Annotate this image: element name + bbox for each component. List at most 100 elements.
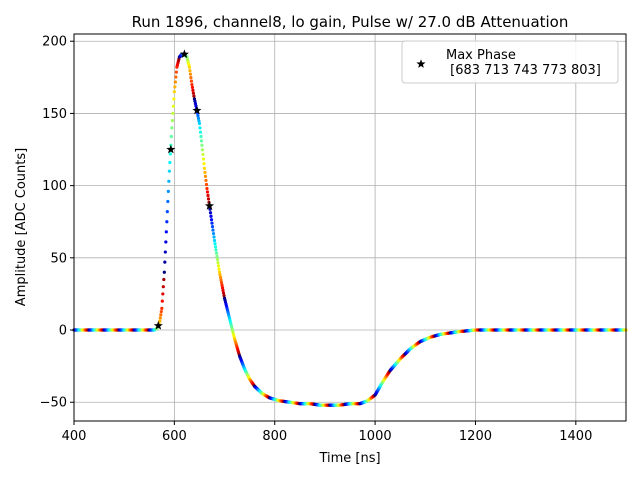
waveform-point [158,316,162,320]
waveform-point [192,94,196,98]
waveform-point [159,313,163,317]
waveform-point [165,220,169,224]
waveform-point [166,189,170,193]
legend-star-icon [416,59,426,68]
waveform-point [159,309,163,314]
y-tick-label: 0 [59,324,67,339]
waveform-point [200,148,205,152]
waveform-point [220,286,225,290]
waveform-point [215,257,220,262]
waveform-point [205,190,210,194]
waveform-point [218,275,223,280]
waveform-point [168,152,172,156]
max-phase-marker [166,144,176,154]
legend: Max Phase [683 713 743 773 803] [401,40,619,84]
waveform-point [221,288,225,293]
waveform-point [191,91,196,95]
x-tick-label: 800 [262,429,287,444]
waveform-point [166,199,170,204]
plot-frame [73,33,627,422]
waveform-point [204,178,208,183]
waveform-point [220,283,224,287]
waveform-point [213,245,218,249]
waveform-point [170,119,174,123]
waveform-point [202,162,206,166]
waveform-point [209,214,213,218]
waveform-point [190,82,194,87]
waveform-point [219,281,224,285]
waveform-point [160,299,164,303]
waveform-point [188,72,193,76]
waveform-point [210,225,215,229]
max-phase-marker [153,320,163,330]
waveform-point [189,76,193,80]
waveform-point [203,170,207,174]
waveform-point [216,261,220,265]
waveform-point [167,169,171,173]
waveform-point [203,174,208,178]
waveform-point [171,104,175,108]
waveform-point [200,143,204,147]
waveform-point [219,278,223,282]
waveform-point [173,85,177,89]
waveform-point [202,166,207,170]
grid [73,34,626,421]
waveform-point [218,273,222,277]
waveform-point [168,160,172,165]
x-axis-label: Time [ns] [318,451,380,466]
waveform-point [197,121,202,126]
waveform-point [165,210,169,214]
waveform-points [72,52,628,407]
x-tick-label: 400 [62,429,87,444]
waveform-point [214,248,218,252]
waveform-point [188,69,192,73]
waveform-point [172,97,176,101]
max-phase-marker [179,49,189,59]
waveform-point [172,90,176,94]
waveform-point [210,221,214,225]
waveform-point [201,157,206,161]
waveform-point [162,277,166,282]
waveform-point [196,114,200,118]
waveform-point [161,292,165,296]
chart-title: Run 1896, channel8, lo gain, Pulse w/ 27… [132,13,569,31]
legend-box [401,40,619,84]
waveform-point [174,70,178,74]
waveform-point [217,267,221,271]
waveform-point [196,116,201,120]
waveform-point [164,230,168,234]
waveform-point [213,242,217,246]
waveform-point [187,65,192,69]
waveform-point [160,306,164,310]
waveform-point [199,134,203,139]
waveform-point [208,211,213,215]
waveform-point [162,270,166,274]
waveform-point [191,88,195,92]
y-tick-label: −50 [40,396,67,411]
waveform-point [173,80,177,84]
waveform-point [170,126,174,130]
waveform-point [189,79,194,83]
x-tick-label: 1400 [559,429,592,444]
waveform-point [198,126,202,130]
waveform-point [163,250,167,254]
waveform-point [204,182,209,187]
max-phase-markers [153,49,215,330]
waveform-point [171,111,175,116]
y-tick-label: 200 [42,35,67,50]
waveform-point [217,270,222,274]
waveform-point [206,197,211,201]
waveform-point [214,251,219,255]
waveform-point [211,231,216,236]
waveform-point [163,260,167,264]
max-phase-marker [192,105,202,115]
legend-label-line1: Max Phase [446,48,516,63]
waveform-point [211,228,215,232]
waveform-point [167,179,171,183]
waveform-point [222,294,226,298]
waveform-point [216,264,221,268]
waveform-point [158,319,162,323]
waveform-point [212,235,216,239]
x-tick-label: 600 [162,429,187,444]
